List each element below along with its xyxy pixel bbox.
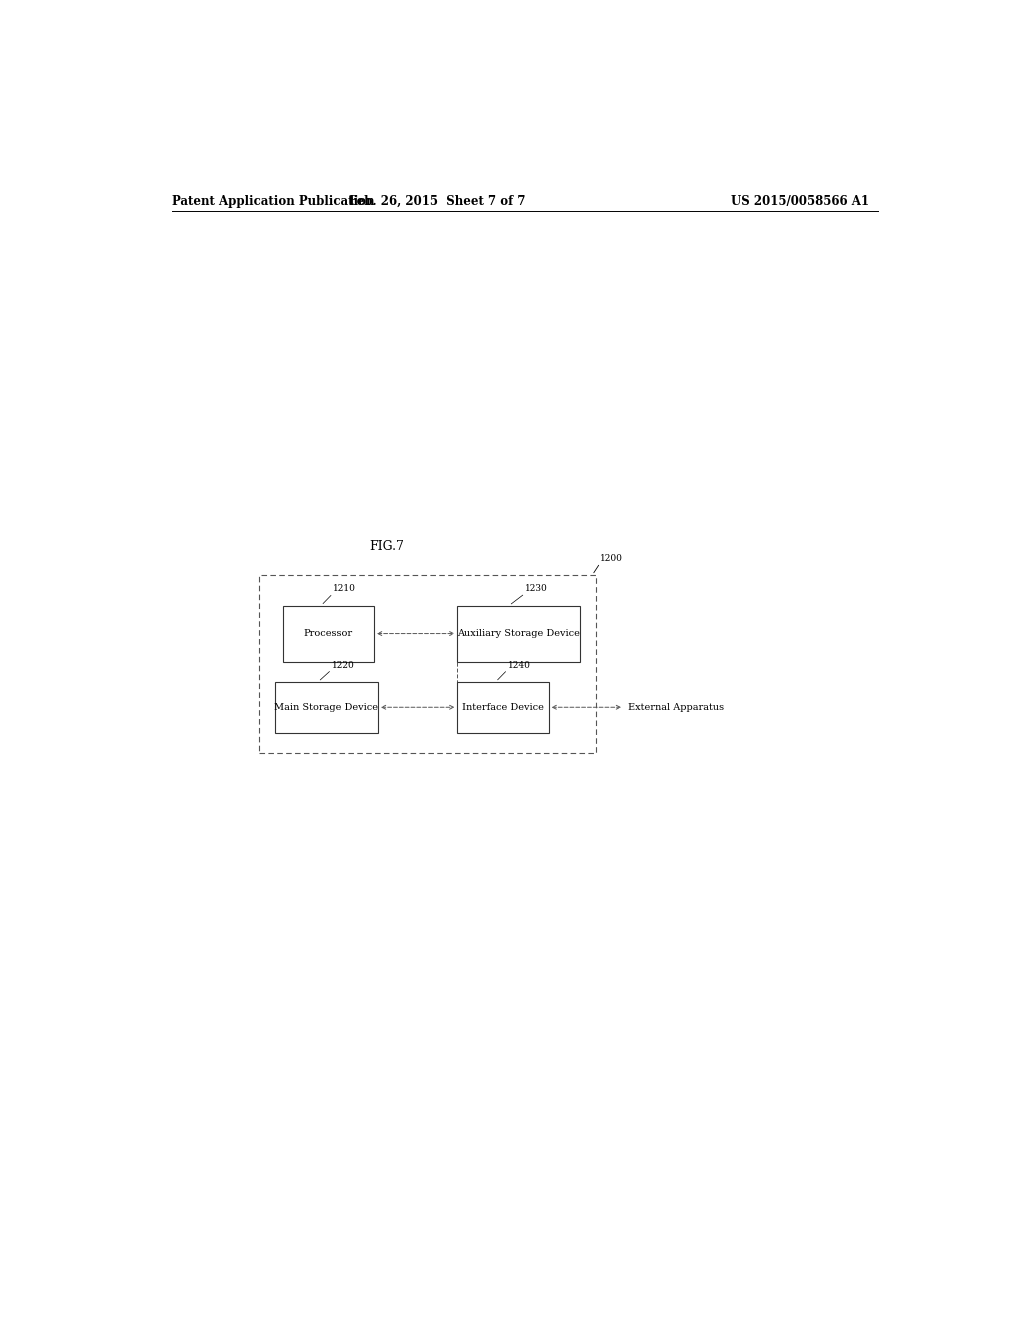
Text: Patent Application Publication: Patent Application Publication (172, 194, 374, 207)
Bar (458, 682, 549, 733)
Text: 1210: 1210 (333, 585, 355, 594)
Bar (458, 606, 581, 661)
Text: External Apparatus: External Apparatus (628, 702, 724, 711)
Text: Processor: Processor (304, 630, 353, 638)
Text: 1200: 1200 (600, 554, 623, 562)
Text: 1230: 1230 (525, 585, 548, 594)
Bar (283, 606, 374, 661)
Text: Auxiliary Storage Device: Auxiliary Storage Device (458, 630, 581, 638)
Text: Main Storage Device: Main Storage Device (274, 702, 379, 711)
Bar (274, 682, 378, 733)
Text: Interface Device: Interface Device (462, 702, 544, 711)
Bar (259, 576, 596, 752)
Text: US 2015/0058566 A1: US 2015/0058566 A1 (731, 194, 869, 207)
Text: 1240: 1240 (508, 660, 530, 669)
Text: Feb. 26, 2015  Sheet 7 of 7: Feb. 26, 2015 Sheet 7 of 7 (349, 194, 525, 207)
Text: FIG.7: FIG.7 (370, 540, 404, 553)
Text: 1220: 1220 (332, 660, 354, 669)
